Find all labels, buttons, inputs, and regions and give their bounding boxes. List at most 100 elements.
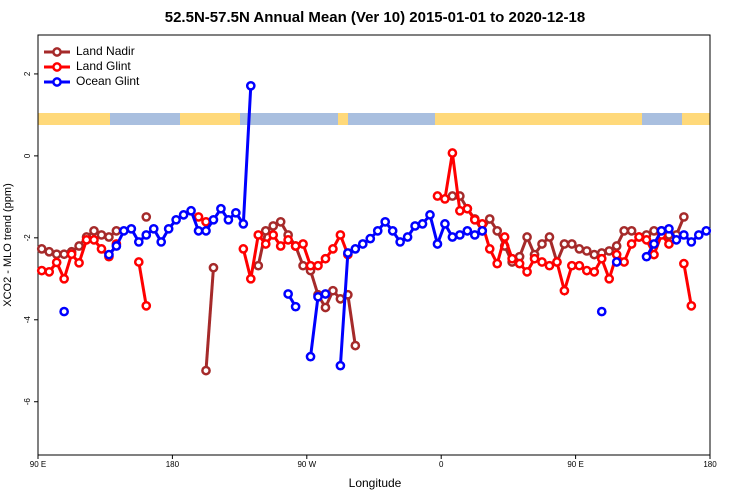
data-point bbox=[141, 230, 152, 240]
legend-label: Land Glint bbox=[76, 59, 131, 73]
data-point bbox=[522, 232, 532, 242]
data-point bbox=[320, 253, 331, 264]
data-point bbox=[574, 260, 585, 271]
data-point bbox=[298, 260, 308, 271]
data-point bbox=[686, 300, 697, 311]
data-point bbox=[283, 289, 293, 299]
sea-strip bbox=[110, 113, 180, 125]
data-point bbox=[589, 266, 600, 277]
y-axis-label: XCO2 - MLO trend (ppm) bbox=[2, 183, 14, 306]
legend-marker bbox=[52, 62, 62, 72]
data-point bbox=[245, 80, 256, 91]
data-point bbox=[283, 235, 293, 245]
data-point bbox=[484, 244, 495, 254]
data-point bbox=[552, 257, 562, 267]
data-point bbox=[260, 226, 271, 236]
data-point bbox=[604, 246, 615, 256]
data-point bbox=[529, 253, 540, 264]
data-point bbox=[335, 294, 346, 304]
data-point bbox=[574, 244, 585, 254]
data-point bbox=[619, 226, 629, 236]
data-point bbox=[432, 239, 443, 249]
y-tick-label: 0 bbox=[23, 153, 32, 158]
data-point bbox=[447, 232, 458, 242]
chart-title: 52.5N-57.5N Annual Mean (Ver 10) 2015-01… bbox=[165, 9, 585, 26]
data-point bbox=[365, 233, 376, 244]
data-point bbox=[66, 249, 77, 260]
legend-marker bbox=[52, 77, 62, 87]
series-line bbox=[204, 267, 215, 371]
data-point bbox=[432, 191, 443, 201]
data-point bbox=[544, 260, 555, 271]
data-point bbox=[36, 265, 47, 276]
data-point bbox=[626, 226, 637, 236]
data-point bbox=[649, 249, 659, 260]
data-point bbox=[290, 241, 301, 251]
data-point bbox=[492, 258, 503, 269]
data-point bbox=[335, 360, 346, 371]
data-point bbox=[51, 257, 62, 268]
data-point bbox=[89, 235, 99, 245]
data-point bbox=[664, 239, 674, 249]
data-point bbox=[178, 210, 189, 220]
data-point bbox=[649, 226, 659, 236]
land-sea-strip bbox=[38, 113, 710, 125]
data-point bbox=[208, 262, 219, 273]
legend-label: Ocean Glint bbox=[76, 74, 140, 88]
data-point bbox=[455, 230, 465, 240]
data-point bbox=[477, 226, 488, 236]
data-point bbox=[59, 249, 69, 260]
sea-strip bbox=[642, 113, 682, 125]
data-point bbox=[201, 216, 211, 227]
data-point bbox=[395, 237, 405, 247]
data-point bbox=[537, 239, 547, 249]
data-point bbox=[163, 223, 174, 234]
x-axis-label: Longitude bbox=[349, 476, 402, 490]
data-point bbox=[596, 253, 607, 264]
legend-label: Land Nadir bbox=[76, 44, 135, 58]
data-point bbox=[664, 223, 674, 234]
data-point bbox=[96, 244, 107, 254]
data-point bbox=[260, 239, 271, 249]
data-point bbox=[201, 365, 211, 376]
data-point bbox=[402, 232, 413, 242]
data-point bbox=[350, 340, 361, 351]
data-point bbox=[305, 351, 316, 362]
data-point bbox=[231, 207, 241, 218]
data-point bbox=[111, 241, 122, 251]
data-point bbox=[462, 226, 473, 236]
data-point bbox=[238, 244, 249, 254]
data-point bbox=[469, 230, 480, 240]
data-point bbox=[567, 239, 577, 249]
data-point bbox=[223, 214, 234, 225]
data-point bbox=[417, 219, 428, 229]
data-point bbox=[679, 258, 689, 269]
data-point bbox=[111, 226, 122, 236]
data-point bbox=[350, 244, 361, 254]
data-point bbox=[313, 260, 323, 271]
data-point bbox=[626, 239, 637, 249]
data-point bbox=[372, 226, 383, 236]
data-point bbox=[656, 226, 667, 236]
data-point bbox=[447, 148, 458, 158]
data-point bbox=[268, 221, 279, 231]
data-point bbox=[514, 258, 525, 269]
y-tick-label: -2 bbox=[23, 234, 32, 242]
x-tick-label: 90 E bbox=[567, 460, 583, 469]
data-point bbox=[410, 221, 420, 231]
data-point bbox=[686, 237, 697, 247]
data-point bbox=[492, 226, 503, 236]
data-point bbox=[216, 203, 226, 214]
series-line bbox=[137, 261, 148, 307]
data-point bbox=[380, 216, 391, 227]
data-point bbox=[186, 205, 196, 216]
data-point bbox=[581, 265, 592, 276]
data-point bbox=[290, 301, 301, 312]
data-point bbox=[649, 239, 659, 249]
series-line bbox=[682, 263, 693, 307]
data-point bbox=[693, 230, 704, 240]
data-point bbox=[208, 214, 219, 225]
data-point bbox=[141, 300, 152, 311]
data-point bbox=[74, 257, 84, 268]
